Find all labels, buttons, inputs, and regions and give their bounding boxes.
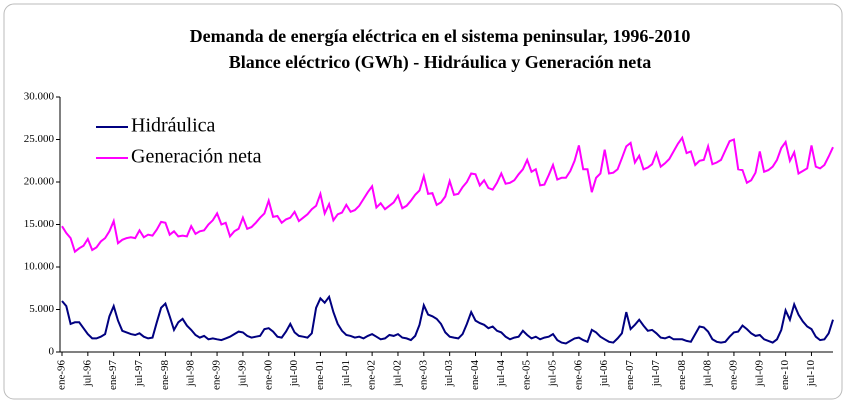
x-tick-label: ene-02 xyxy=(366,360,378,390)
x-tick-label: jul-10 xyxy=(805,360,817,388)
x-tick-label: ene-96 xyxy=(56,360,68,390)
x-tick-label: jul-08 xyxy=(702,360,714,388)
chart-title: Demanda de energía eléctrica en el siste… xyxy=(190,26,691,46)
x-tick-label: ene-03 xyxy=(417,360,429,390)
x-tick-label: ene-10 xyxy=(779,360,791,390)
x-tick-label: jul-99 xyxy=(236,360,248,388)
chart-subtitle: Blance eléctrico (GWh) - Hidráulica y Ge… xyxy=(229,52,651,73)
x-tick-label: ene-07 xyxy=(624,360,636,390)
x-tick-label: jul-98 xyxy=(185,360,197,388)
y-tick-label: 30.000 xyxy=(24,91,55,103)
y-tick-label: 25.000 xyxy=(24,133,55,145)
x-tick-label: ene-04 xyxy=(469,360,481,390)
y-tick-label: 0 xyxy=(49,346,55,358)
chart-frame xyxy=(3,3,843,400)
x-tick-label: ene-08 xyxy=(676,360,688,390)
x-tick-label: jul-02 xyxy=(391,360,403,387)
y-tick-label: 15.000 xyxy=(24,218,55,230)
y-tick-label: 10.000 xyxy=(24,261,55,273)
x-tick-label: jul-09 xyxy=(753,360,765,388)
x-tick-label: ene-01 xyxy=(314,360,326,390)
x-tick-label: jul-06 xyxy=(598,360,610,388)
x-tick-label: jul-03 xyxy=(443,360,455,388)
x-tick-label: jul-01 xyxy=(340,360,352,387)
series-line xyxy=(61,294,834,345)
x-tick-label: jul-00 xyxy=(288,360,300,388)
x-tick-label: jul-04 xyxy=(495,360,507,388)
x-tick-label: jul-97 xyxy=(133,360,145,388)
legend-label: Hidráulica xyxy=(131,115,216,137)
legend-label: Generación neta xyxy=(131,146,262,168)
x-tick-label: ene-97 xyxy=(107,360,119,390)
x-tick-label: ene-09 xyxy=(727,360,739,390)
y-tick-label: 5.000 xyxy=(29,303,54,315)
series-line xyxy=(61,135,834,254)
x-tick-label: ene-00 xyxy=(262,360,274,390)
x-tick-label: ene-99 xyxy=(211,360,223,390)
x-tick-label: ene-05 xyxy=(521,360,533,390)
x-tick-label: ene-06 xyxy=(572,360,584,390)
x-tick-label: ene-98 xyxy=(159,360,171,390)
x-tick-label: jul-05 xyxy=(547,360,559,388)
y-tick-label: 20.000 xyxy=(24,176,55,188)
x-tick-label: jul-07 xyxy=(650,360,662,388)
x-tick-label: jul-96 xyxy=(81,360,93,388)
